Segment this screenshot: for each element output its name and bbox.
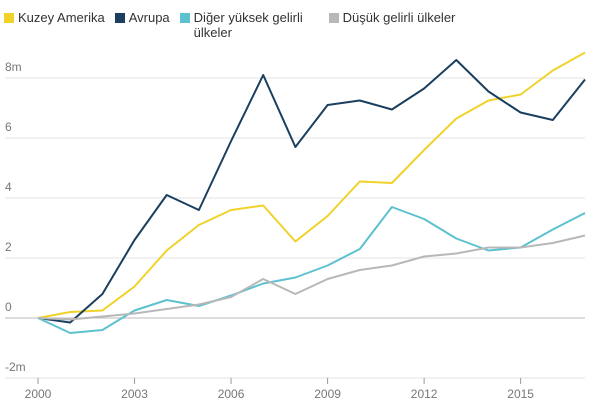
legend-item: Diğer yüksek gelirli ülkeler [179, 10, 319, 40]
legend: Kuzey Amerika Avrupa Diğer yüksek gelirli … [4, 10, 465, 40]
legend-item: Kuzey Amerika [4, 10, 105, 25]
y-tick-label: -2m [5, 360, 26, 374]
legend-item: Avrupa [114, 10, 170, 25]
legend-label: Düşük gelirli ülkeler [342, 10, 456, 25]
legend-swatch [4, 13, 14, 23]
y-tick-label: 0 [5, 300, 12, 314]
x-tick-label: 2006 [218, 387, 245, 401]
legend-swatch [114, 13, 125, 23]
legend-swatch [179, 13, 190, 23]
x-tick-label: 2000 [25, 387, 52, 401]
series-line [37, 51, 586, 319]
series-line [37, 234, 586, 321]
series-line [37, 59, 586, 324]
y-tick-label: 6 [5, 120, 12, 134]
x-tick-label: 2003 [121, 387, 148, 401]
legend-label: Diğer yüksek gelirli ülkeler [193, 10, 303, 40]
legend-label: Kuzey Amerika [18, 10, 105, 25]
y-tick-label: 8m [5, 60, 22, 74]
legend-item: Düşük gelirli ülkeler [328, 10, 456, 25]
y-tick-label: 2 [5, 240, 12, 254]
legend-label: Avrupa [128, 10, 170, 25]
y-tick-label: 4 [5, 180, 12, 194]
x-tick-label: 2015 [507, 387, 534, 401]
legend-swatch [328, 13, 339, 23]
x-tick-label: 2012 [411, 387, 438, 401]
x-tick-label: 2009 [314, 387, 341, 401]
